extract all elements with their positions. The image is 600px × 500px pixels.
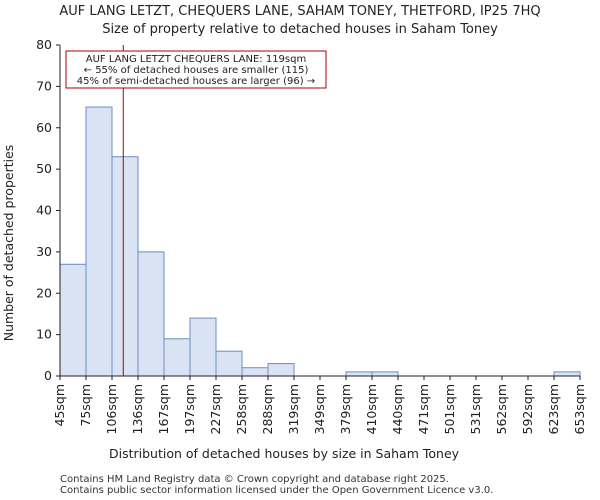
- y-tick-label: 30: [36, 244, 52, 259]
- bar-410sqm: [371, 371, 399, 377]
- x-tick-label: 258sqm: [234, 384, 249, 434]
- footer-line-2: Contains public sector information licen…: [60, 485, 494, 496]
- x-tick-label: 319sqm: [286, 384, 301, 434]
- x-tick-label: 623sqm: [546, 384, 561, 434]
- x-ticks: 45sqm 75sqm 106sqm 136sqm 167sqm 197sqm 227sqm…: [52, 376, 587, 434]
- x-tick-label: 136sqm: [130, 384, 145, 434]
- y-tick-label: 40: [36, 203, 52, 218]
- x-tick-label: 410sqm: [364, 384, 379, 434]
- x-tick-label: 106sqm: [104, 384, 119, 434]
- x-tick-label: 531sqm: [468, 384, 483, 434]
- chart-title: AUF LANG LETZT, CHEQUERS LANE, SAHAM TON…: [59, 4, 540, 19]
- x-tick-label: 653sqm: [572, 384, 587, 434]
- annotation-frame: [65, 50, 327, 89]
- bar-106sqm: [111, 156, 139, 377]
- x-axis-label: Distribution of detached houses by size …: [109, 446, 460, 461]
- y-tick-label: 20: [36, 285, 52, 300]
- annotation-line-2: ← 55% of detached houses are smaller (11…: [84, 65, 309, 76]
- x-tick-label: 227sqm: [208, 384, 223, 434]
- x-tick-label: 592sqm: [520, 384, 535, 434]
- bars-layer: [59, 106, 581, 377]
- x-tick-label: 440sqm: [390, 384, 405, 434]
- x-tick-label: 562sqm: [494, 384, 509, 434]
- bar-623sqm: [553, 371, 581, 377]
- chart-subtitle: Size of property relative to detached ho…: [102, 22, 498, 37]
- bar-258sqm: [241, 367, 269, 377]
- annotation-line-3: 45% of semi-detached houses are larger (…: [77, 76, 315, 87]
- x-tick-label: 471sqm: [416, 384, 431, 434]
- footer-line-1: Contains HM Land Registry data © Crown c…: [60, 474, 449, 485]
- bar-288sqm: [267, 363, 295, 377]
- annotation-box: AUF LANG LETZT CHEQUERS LANE: 119sqm ← 5…: [65, 50, 327, 89]
- x-tick-label: 288sqm: [260, 384, 275, 434]
- bar-197sqm: [189, 317, 217, 377]
- bar-75sqm: [85, 106, 113, 377]
- bar-379sqm: [345, 371, 373, 377]
- y-tick-label: 70: [36, 78, 52, 93]
- bar-167sqm: [163, 338, 191, 377]
- y-ticks: 0 10 20 30 40 50 60 70 80: [36, 37, 60, 383]
- y-tick-label: 60: [36, 120, 52, 135]
- annotation-line-1: AUF LANG LETZT CHEQUERS LANE: 119sqm: [86, 54, 306, 65]
- x-tick-label: 349sqm: [312, 384, 327, 434]
- x-tick-label: 45sqm: [52, 384, 67, 427]
- bar-227sqm: [215, 350, 243, 377]
- x-tick-label: 75sqm: [78, 384, 93, 427]
- y-tick-label: 10: [36, 327, 52, 342]
- y-axis-label: Number of detached properties: [1, 145, 16, 342]
- y-tick-label: 0: [44, 368, 52, 383]
- x-tick-label: 379sqm: [338, 384, 353, 434]
- x-tick-label: 501sqm: [442, 384, 457, 434]
- y-tick-label: 50: [36, 161, 52, 176]
- bar-45sqm: [59, 263, 87, 377]
- x-tick-label: 167sqm: [156, 384, 171, 434]
- bar-136sqm: [137, 251, 165, 377]
- y-tick-label: 80: [36, 37, 52, 52]
- x-tick-label: 197sqm: [182, 384, 197, 434]
